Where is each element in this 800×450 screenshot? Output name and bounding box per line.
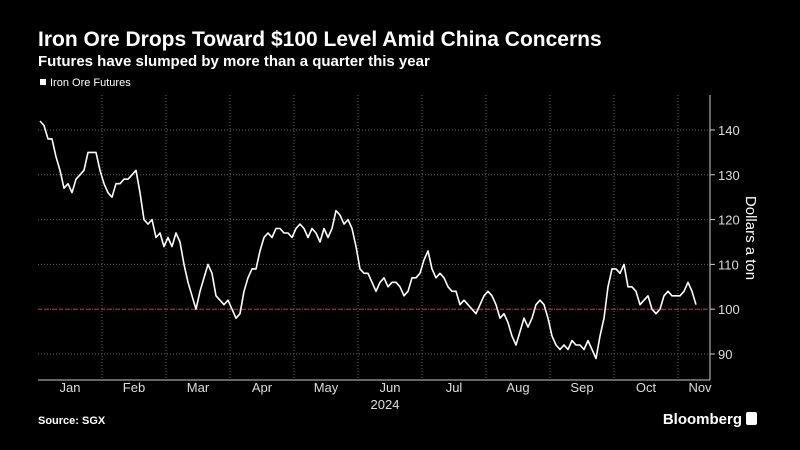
legend-label: Iron Ore Futures <box>50 77 131 89</box>
x-tick-label: Nov <box>688 380 712 395</box>
chart-subtitle: Futures have slumped by more than a quar… <box>38 53 430 70</box>
y-tick-label: 120 <box>718 213 740 228</box>
x-tick-label: Jun <box>380 380 401 395</box>
brand-icon <box>746 412 757 425</box>
y-tick-label: 130 <box>718 168 740 183</box>
x-tick-label: May <box>314 380 339 395</box>
x-axis-label: 2024 <box>371 397 400 412</box>
series-line <box>39 120 697 360</box>
x-tick-label: Jul <box>446 380 463 395</box>
x-tick-label: Sep <box>570 380 593 395</box>
x-tick-label: Apr <box>252 380 273 395</box>
source: Source: SGX <box>38 415 106 427</box>
x-tick-label: Aug <box>506 380 529 395</box>
x-tick-label: Mar <box>187 380 210 395</box>
brand: Bloomberg <box>663 411 742 428</box>
y-tick-label: 90 <box>718 347 732 362</box>
legend-swatch <box>40 79 46 85</box>
y-tick-label: 140 <box>718 123 740 138</box>
x-tick-label: Jan <box>60 380 81 395</box>
chart-title: Iron Ore Drops Toward $100 Level Amid Ch… <box>38 28 602 51</box>
y-tick-label: 110 <box>718 257 739 272</box>
y-axis-label: Dollars a ton <box>742 196 759 280</box>
x-tick-label: Feb <box>123 380 145 395</box>
y-tick-label: 100 <box>718 302 740 317</box>
x-tick-label: Oct <box>636 380 657 395</box>
